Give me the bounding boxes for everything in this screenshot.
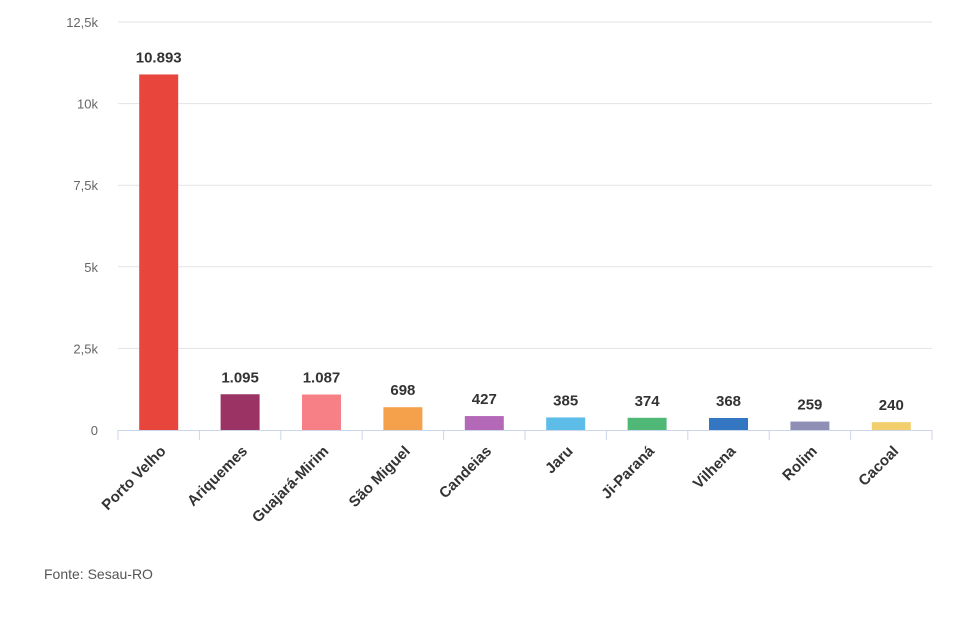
bar [139,74,179,430]
bar [627,417,667,430]
bar [220,394,260,430]
category-label: Rolim [779,443,820,484]
category-label: Porto Velho [99,443,170,514]
data-label: 10.893 [136,49,182,66]
source-note: Fonte: Sesau-RO [44,566,153,582]
y-tick-label: 5k [84,260,98,275]
bar [546,417,586,430]
data-label: 698 [390,382,415,399]
data-label: 385 [553,392,578,409]
y-axis-ticks: 0 2,5k 5k 7,5k 10k 12,5k [66,15,98,438]
category-label: Ji-Paraná [598,442,658,502]
category-label: Candeias [436,443,495,502]
category-label: São Miguel [346,443,414,511]
data-label: 427 [472,391,497,408]
data-labels: 10.893 1.095 1.087 698 427 385 374 368 259 240 [136,49,904,414]
data-label: 374 [635,393,661,410]
category-label: Vilhena [690,442,740,492]
bar [790,421,830,430]
data-label: 368 [716,393,741,410]
bar [464,416,504,430]
bar [871,422,911,430]
bar [709,417,748,430]
x-axis [117,430,933,440]
y-tick-label: 2,5k [73,341,98,356]
bars [139,74,911,430]
category-label: Cacoal [855,443,902,490]
category-label: Jaru [542,443,576,477]
data-label: 259 [797,397,822,414]
bar [383,407,423,430]
category-label: Guajará-Mirim [249,443,332,526]
category-label: Ariquemes [184,443,251,510]
grid-lines [118,21,932,349]
y-tick-label: 7,5k [73,178,98,193]
y-tick-label: 0 [91,423,98,438]
y-tick-label: 10k [77,97,98,112]
data-label: 240 [879,397,904,414]
data-label: 1.095 [221,369,259,386]
y-tick-label: 12,5k [66,15,98,30]
bar [302,394,341,430]
data-label: 1.087 [303,370,341,387]
